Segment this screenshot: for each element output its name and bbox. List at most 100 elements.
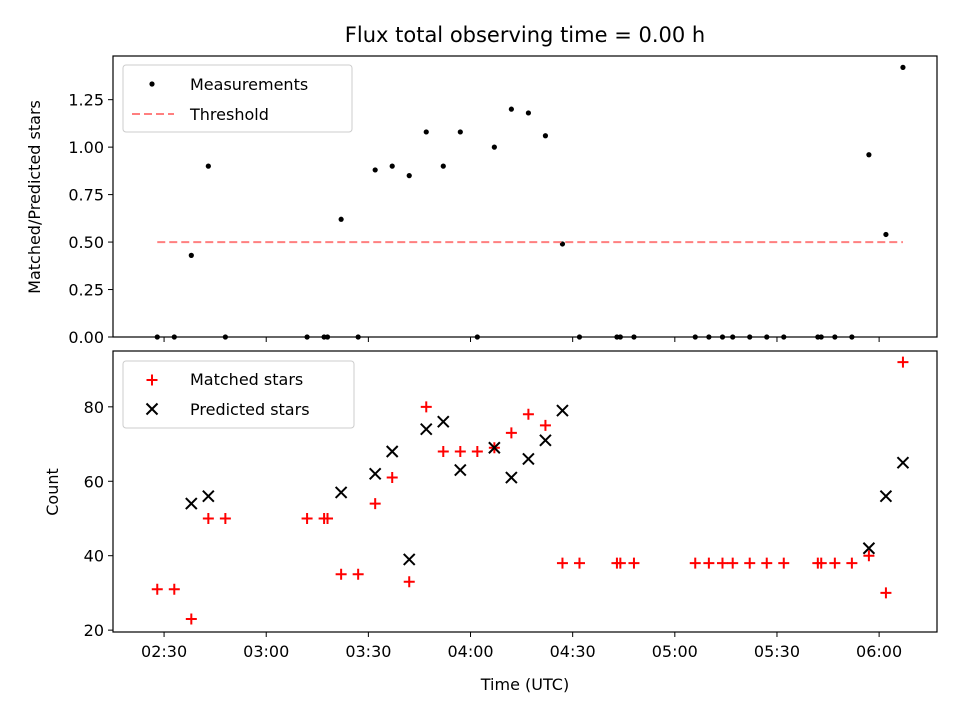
matched-stars-point [744, 557, 756, 569]
matched-stars-point [352, 568, 364, 580]
x-axis-label: Time (UTC) [480, 675, 569, 694]
top-plot-frame [112, 55, 938, 338]
measurements-point [372, 167, 378, 173]
x-tick-label: 05:00 [652, 642, 698, 661]
y-tick-label: 0.75 [68, 186, 104, 205]
predicted-stars-point [862, 542, 876, 555]
top-y-axis-label: Matched/Predicted stars [25, 100, 44, 294]
matched-stars-point [471, 445, 483, 457]
matched-stars-point [863, 550, 875, 562]
predicted-stars-point [454, 463, 467, 477]
predicted-stars-point [522, 452, 535, 466]
legend-measurements-marker [149, 81, 155, 87]
measurements-point [457, 129, 463, 135]
predicted-stars-point [879, 489, 893, 503]
y-tick-label: 0.00 [68, 328, 104, 347]
measurements-point [491, 144, 497, 150]
matched-stars-point [556, 557, 568, 569]
matched-stars-point [386, 472, 398, 484]
predicted-stars-point [368, 467, 382, 481]
matched-stars-point [454, 445, 466, 457]
bottom-legend-box [122, 360, 355, 429]
matched-stars-point [614, 557, 626, 569]
legend-predicted-marker [145, 402, 159, 416]
matched-stars-point [761, 557, 773, 569]
x-tick-label: 04:30 [550, 642, 596, 661]
measurements-point [423, 129, 429, 135]
matched-stars-point [505, 427, 517, 439]
legend-predicted-label: Predicted stars [190, 400, 310, 419]
matched-stars-point [369, 498, 381, 510]
measurements-point [338, 216, 344, 222]
matched-stars-point [727, 557, 739, 569]
bottom-plot-frame [112, 350, 938, 633]
bottom-y-axis-label: Count [43, 468, 62, 516]
matched-stars-point [185, 613, 197, 625]
legend-threshold-label: Threshold [189, 105, 269, 124]
legend-matched-plus [146, 374, 158, 386]
predicted-stars-point [185, 497, 198, 510]
measurements-point [883, 231, 889, 238]
matched-stars-point [897, 356, 909, 368]
predicted-stars-point [385, 445, 399, 458]
matched-stars-point [168, 583, 180, 595]
x-tick-label: 02:30 [141, 642, 187, 661]
legend-matched-marker [146, 374, 158, 386]
bottom-plot-area [151, 356, 910, 625]
top-chart-title: Flux total observing time = 0.00 h [345, 23, 705, 47]
matched-stars-point [778, 557, 790, 569]
top-plot-area [154, 64, 906, 340]
measurements-point [508, 106, 514, 112]
matched-stars-point [151, 583, 163, 595]
matched-stars-point [846, 557, 858, 569]
matched-stars-point [420, 401, 432, 413]
matched-stars-point [829, 557, 841, 569]
legend-measurements-label: Measurements [190, 75, 308, 94]
measurements-point [866, 152, 872, 158]
y-tick-label: 20 [84, 621, 104, 640]
matched-stars-point [716, 557, 728, 569]
matched-stars-point [539, 419, 551, 431]
measurements-point [389, 163, 395, 169]
predicted-stars-point [488, 441, 501, 454]
matched-stars-point [880, 587, 892, 599]
measurements-point [406, 173, 412, 179]
predicted-stars-point [403, 553, 416, 566]
predicted-stars-point [420, 422, 433, 436]
x-tick-label: 04:00 [447, 642, 493, 661]
x-tick-label: 03:00 [243, 642, 289, 661]
matched-stars-point [322, 512, 334, 524]
measurements-point [205, 163, 211, 169]
y-tick-label: 80 [84, 398, 104, 417]
predicted-stars-point [896, 456, 910, 469]
x-tick-label: 06:00 [856, 642, 902, 661]
matched-stars-point [815, 557, 827, 569]
matched-stars-point [335, 568, 347, 580]
matched-stars-point [301, 512, 313, 524]
matched-stars-point [689, 557, 701, 569]
x-tick-label: 05:30 [754, 642, 800, 661]
predicted-stars-point [556, 404, 569, 417]
matched-stars-point [628, 557, 640, 569]
legend-matched-label: Matched stars [190, 370, 303, 389]
matched-stars-point [403, 576, 415, 588]
measurements-point [900, 64, 906, 70]
top-legend-box [122, 64, 353, 133]
y-tick-label: 1.25 [68, 91, 104, 110]
predicted-stars-point [334, 486, 348, 499]
matched-stars-point [703, 557, 715, 569]
matched-stars-point [202, 512, 214, 524]
matched-stars-point [522, 408, 534, 420]
predicted-stars-point [202, 489, 215, 503]
top-legend: Measurements Threshold [122, 64, 353, 133]
y-tick-label: 0.50 [68, 233, 104, 252]
y-tick-label: 0.25 [68, 281, 104, 300]
y-tick-label: 40 [84, 547, 104, 566]
predicted-stars-point [437, 415, 450, 428]
predicted-stars-point [505, 471, 518, 484]
legend-predicted-x [145, 402, 159, 416]
measurements-point [542, 133, 549, 139]
predicted-stars-point [539, 434, 552, 447]
matched-stars-point [219, 512, 231, 524]
